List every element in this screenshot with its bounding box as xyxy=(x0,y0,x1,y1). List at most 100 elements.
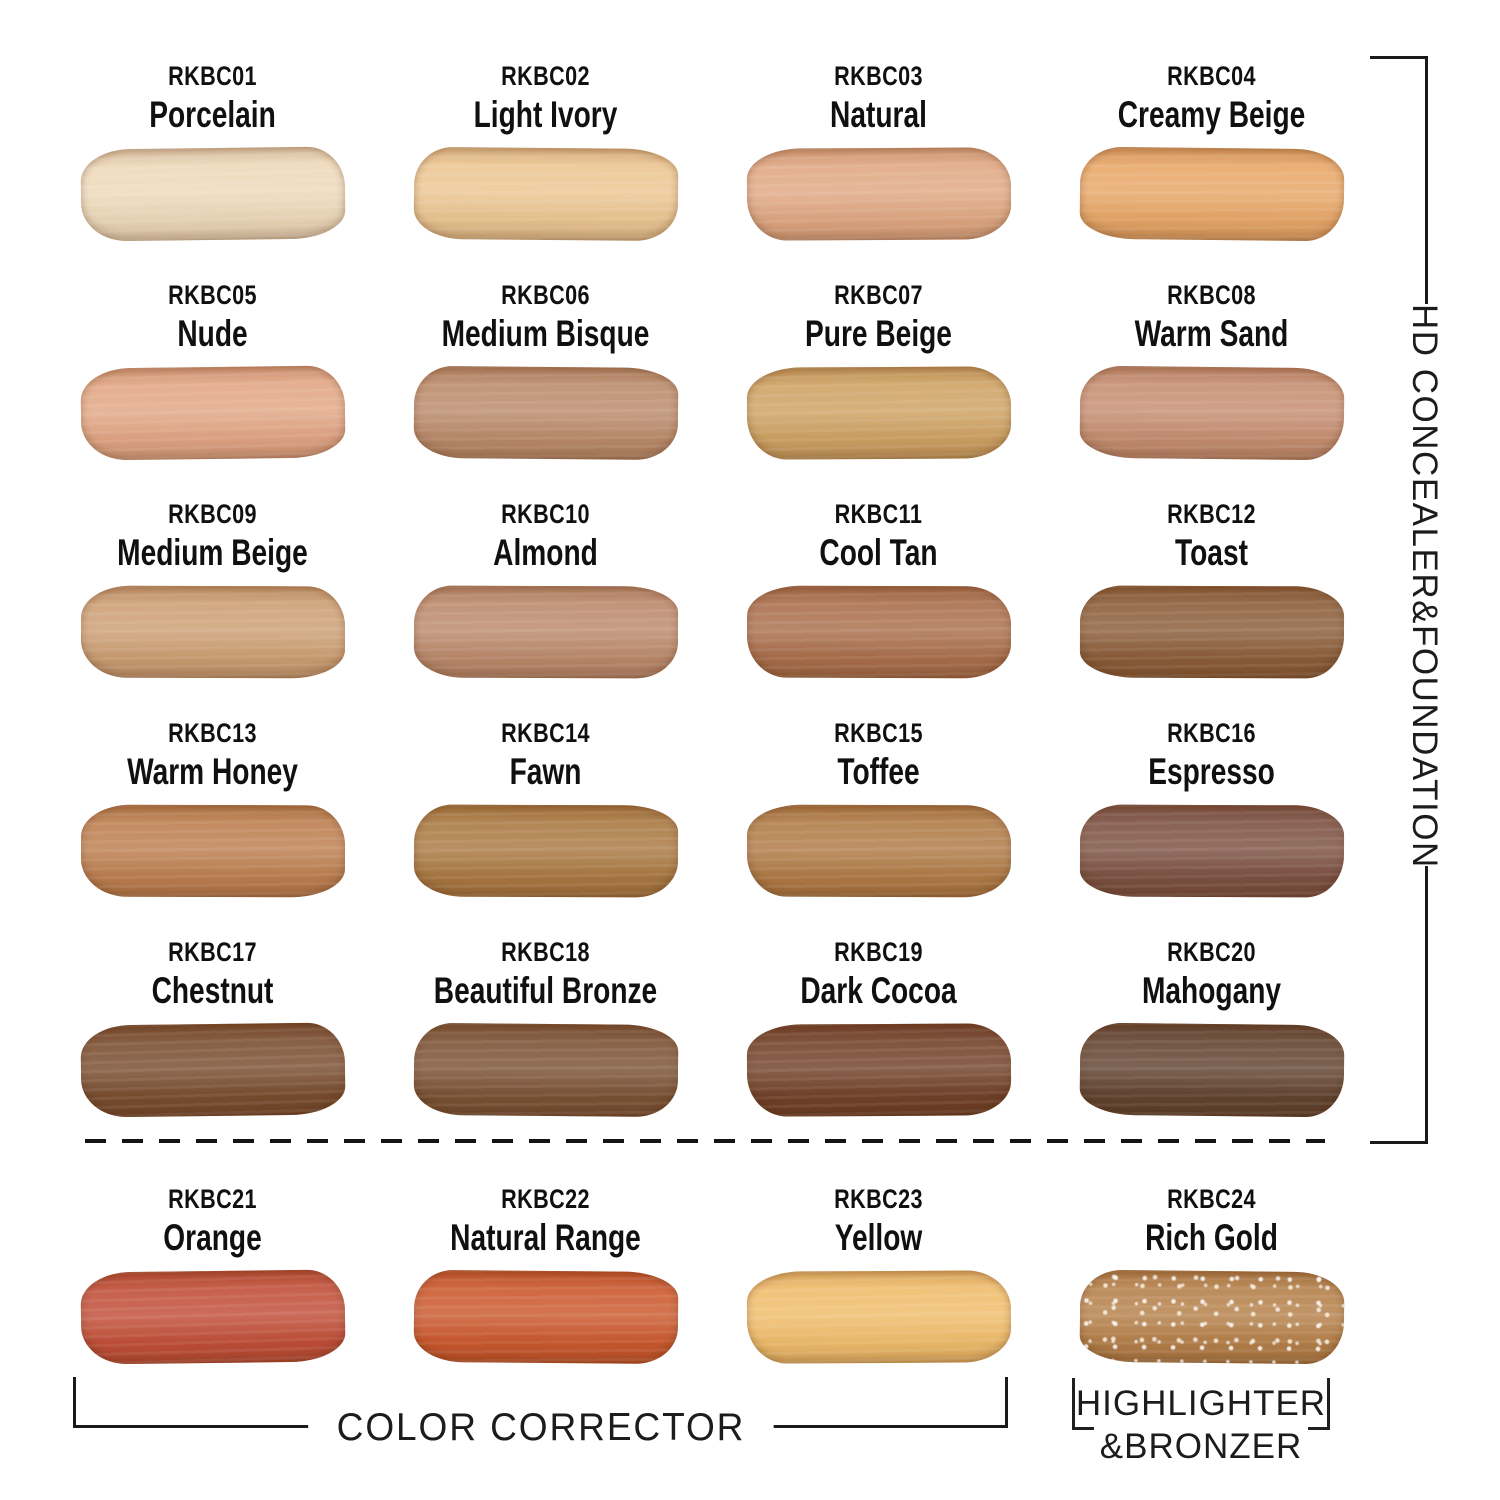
shade-name: Pure Beige xyxy=(805,313,952,354)
shade-code: RKBC06 xyxy=(501,280,590,310)
shade-code: RKBC19 xyxy=(834,937,923,967)
shade-cell: RKBC05 Nude xyxy=(46,261,379,480)
right-bracket-line-upper xyxy=(1425,56,1428,304)
shade-code: RKBC04 xyxy=(1167,61,1256,91)
shade-code: RKBC10 xyxy=(501,499,590,529)
shade-cell: RKBC12 Toast xyxy=(1045,480,1378,699)
shade-swatch xyxy=(413,1022,678,1118)
shade-code: RKBC09 xyxy=(168,499,257,529)
shade-code: RKBC12 xyxy=(1167,499,1256,529)
bronzer-line: &BRONZER xyxy=(1099,1427,1303,1466)
shade-name: Beautiful Bronze xyxy=(433,970,658,1011)
shade-cell: RKBC11 Cool Tan xyxy=(712,480,1045,699)
shade-cell: RKBC02 Light Ivory xyxy=(379,42,712,261)
right-bracket-line-lower xyxy=(1425,866,1428,1144)
shade-name: Toffee xyxy=(837,751,920,792)
shade-name: Chestnut xyxy=(151,970,274,1011)
shade-code: RKBC14 xyxy=(501,718,590,748)
shade-cell: RKBC18 Beautiful Bronze xyxy=(379,918,712,1137)
shade-name: Warm Sand xyxy=(1134,313,1289,354)
shade-swatch xyxy=(1079,585,1344,679)
shade-cell: RKBC08 Warm Sand xyxy=(1045,261,1378,480)
shade-name: Fawn xyxy=(509,751,582,792)
shade-code: RKBC15 xyxy=(834,718,923,748)
shade-swatch xyxy=(79,1269,346,1365)
shade-cell: RKBC06 Medium Bisque xyxy=(379,261,712,480)
shade-swatch xyxy=(746,147,1011,241)
shade-code: RKBC05 xyxy=(168,280,257,310)
shade-code: RKBC01 xyxy=(168,61,257,91)
shade-name: Rich Gold xyxy=(1145,1217,1278,1258)
shade-name: Warm Honey xyxy=(127,751,298,792)
right-bracket-top xyxy=(1370,56,1428,59)
shade-cell: RKBC10 Almond xyxy=(379,480,712,699)
color-corrector-bracket: COLOR CORRECTOR xyxy=(73,1377,1008,1450)
shade-swatch xyxy=(746,585,1011,679)
shade-cell: RKBC01 Porcelain xyxy=(46,42,379,261)
shade-code: RKBC17 xyxy=(168,937,257,967)
shade-swatch xyxy=(1079,804,1344,898)
shade-swatch xyxy=(746,1023,1011,1117)
dashed-divider xyxy=(85,1139,1325,1143)
shade-code: RKBC13 xyxy=(168,718,257,748)
shade-swatch xyxy=(79,365,346,461)
shade-cell: RKBC17 Chestnut xyxy=(46,918,379,1137)
shade-swatch xyxy=(413,585,678,679)
shade-name: Yellow xyxy=(834,1217,923,1258)
shade-name: Cool Tan xyxy=(819,532,938,573)
shade-code: RKBC16 xyxy=(1167,718,1256,748)
shade-swatch xyxy=(413,146,678,242)
shade-name: Orange xyxy=(163,1217,262,1258)
shade-code: RKBC03 xyxy=(834,61,923,91)
shade-name: Toast xyxy=(1175,532,1248,573)
shade-code: RKBC24 xyxy=(1167,1184,1256,1214)
shade-code: RKBC08 xyxy=(1167,280,1256,310)
bracket-left-tick xyxy=(1072,1378,1075,1430)
shade-code: RKBC18 xyxy=(501,937,590,967)
shade-name: Dark Cocoa xyxy=(800,970,957,1011)
shade-cell: RKBC04 Creamy Beige xyxy=(1045,42,1378,261)
shade-swatch xyxy=(79,1022,346,1118)
shade-cell: RKBC24 Rich Gold xyxy=(1045,1165,1378,1384)
shade-swatch xyxy=(1079,365,1344,461)
shade-grid-corrector-highlighter: RKBC21 Orange RKBC22 Natural Range RKBC2… xyxy=(46,1165,1378,1384)
bracket-right-tick xyxy=(1327,1378,1330,1430)
shade-cell: RKBC20 Mahogany xyxy=(1045,918,1378,1137)
shade-code: RKBC21 xyxy=(168,1184,257,1214)
shade-code: RKBC11 xyxy=(834,499,923,529)
shade-cell: RKBC09 Medium Beige xyxy=(46,480,379,699)
shade-cell: RKBC15 Toffee xyxy=(712,699,1045,918)
shade-grid-concealer-foundation: RKBC01 Porcelain RKBC02 Light Ivory RKBC… xyxy=(46,42,1378,1137)
shade-swatch xyxy=(1079,1269,1344,1365)
shade-swatch xyxy=(1079,146,1344,242)
shade-swatch xyxy=(413,804,678,898)
shade-cell: RKBC21 Orange xyxy=(46,1165,379,1384)
shade-swatch xyxy=(413,1269,678,1365)
highlighter-line: HIGHLIGHTER xyxy=(1075,1384,1327,1423)
shade-swatch xyxy=(80,585,345,679)
shade-cell: RKBC16 Espresso xyxy=(1045,699,1378,918)
shade-swatch xyxy=(746,804,1011,898)
shade-swatch xyxy=(746,1270,1011,1364)
shade-name: Natural Range xyxy=(450,1217,641,1258)
shade-name: Espresso xyxy=(1148,751,1275,792)
shade-code: RKBC20 xyxy=(1167,937,1256,967)
shade-code: RKBC07 xyxy=(834,280,923,310)
shade-swatch xyxy=(746,366,1011,460)
bracket-right-foot xyxy=(1308,1427,1330,1430)
shade-name: Porcelain xyxy=(149,94,276,135)
shade-name: Nude xyxy=(177,313,248,354)
shade-code: RKBC23 xyxy=(834,1184,923,1214)
shade-cell: RKBC23 Yellow xyxy=(712,1165,1045,1384)
highlighter-bronzer-bracket: HIGHLIGHTER &BRONZER xyxy=(1072,1378,1330,1466)
shade-swatch xyxy=(1079,1022,1344,1118)
shade-name: Almond xyxy=(493,532,598,573)
shade-cell: RKBC13 Warm Honey xyxy=(46,699,379,918)
shade-swatch xyxy=(413,365,678,461)
group-label-color-corrector: COLOR CORRECTOR xyxy=(307,1406,774,1450)
bracket-right-tick xyxy=(1005,1377,1008,1428)
group-label-highlighter-bronzer: HIGHLIGHTER &BRONZER xyxy=(1076,1382,1326,1468)
shade-name: Medium Bisque xyxy=(441,313,650,354)
right-bracket-bottom xyxy=(1370,1141,1428,1144)
